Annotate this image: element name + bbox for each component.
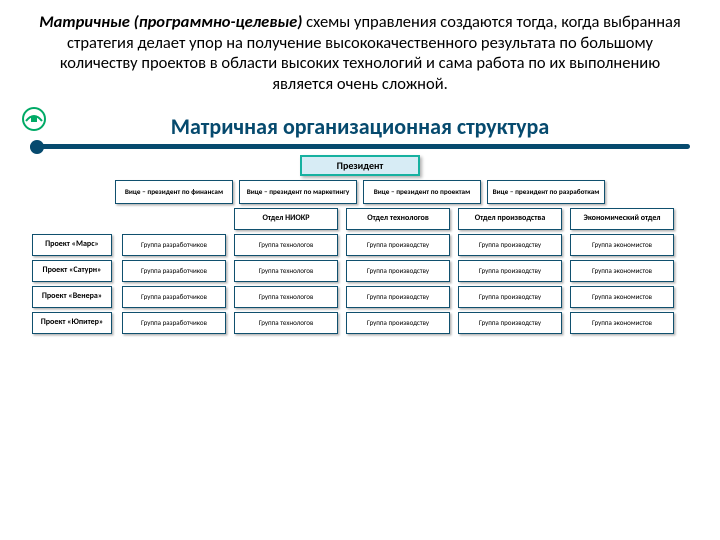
group-box: Группа технологов [234, 260, 338, 282]
president-box: Президент [300, 155, 420, 176]
group-box: Группа технологов [234, 234, 338, 256]
group-box: Группа экономистов [570, 286, 674, 308]
vp-box: Вице – президент по финансам [115, 180, 233, 204]
title-underline [30, 144, 690, 149]
dept-box: Экономический отдел [570, 208, 674, 230]
vp-row: Вице – президент по финансамВице – прези… [28, 180, 692, 204]
group-box: Группа производству [458, 234, 562, 256]
group-box: Группа разработчиков [122, 234, 226, 256]
group-box: Группа производству [346, 260, 450, 282]
project-label: Проект «Сатурн» [32, 260, 112, 282]
project-label: Проект «Венера» [32, 286, 112, 308]
intro-paragraph: Матричные (программно-целевые) схемы упр… [0, 0, 720, 103]
matrix-grid: Проект «Марс» Группа разработчиков Группа … [28, 234, 692, 334]
vp-box: Вице – президент по разработкам [487, 180, 605, 204]
group-box: Группа экономистов [570, 234, 674, 256]
project-label: Проект «Юпитер» [32, 312, 112, 334]
group-box: Группа производству [458, 286, 562, 308]
project-label: Проект «Марс» [32, 234, 112, 256]
group-box: Группа экономистов [570, 312, 674, 334]
vp-box: Вице – президент по проектам [363, 180, 481, 204]
intro-bold: Матричные (программно-целевые) [39, 12, 302, 32]
group-box: Группа производству [346, 312, 450, 334]
group-box: Группа разработчиков [122, 260, 226, 282]
dept-box: Отдел производства [458, 208, 562, 230]
group-box: Группа производству [458, 260, 562, 282]
group-box: Группа технологов [234, 312, 338, 334]
dept-box: Отдел НИОКР [234, 208, 338, 230]
slide-title: Матричная организационная структура [20, 109, 700, 142]
dept-row: Отдел НИОКР Отдел технологов Отдел произво… [28, 208, 692, 230]
group-box: Группа разработчиков [122, 286, 226, 308]
group-box: Группа производству [346, 234, 450, 256]
group-box: Группа производству [458, 312, 562, 334]
org-chart: Президент Вице – президент по финансамВи… [20, 155, 700, 334]
group-box: Группа технологов [234, 286, 338, 308]
slide-frame: Матричная организационная структура През… [20, 109, 700, 334]
group-box: Группа разработчиков [122, 312, 226, 334]
logo-icon [22, 107, 46, 131]
group-box: Группа производству [346, 286, 450, 308]
dept-box: Отдел технологов [346, 208, 450, 230]
vp-box: Вице – президент по маркетингу [239, 180, 357, 204]
group-box: Группа экономистов [570, 260, 674, 282]
